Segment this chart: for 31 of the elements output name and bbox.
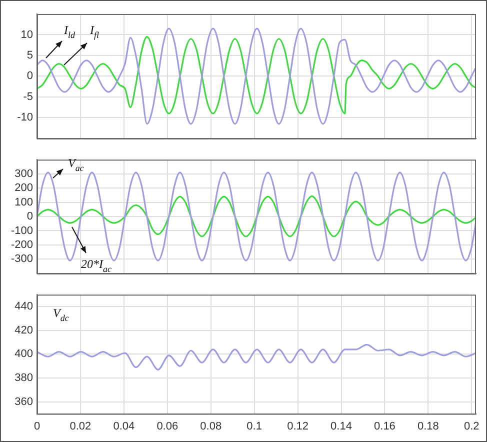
y-tick-label: 420 xyxy=(14,324,33,336)
y-tick-label: 200 xyxy=(14,182,33,194)
y-tick-label: 440 xyxy=(14,300,33,313)
y-tick-label: 400 xyxy=(14,348,33,360)
x-tick-label: 0.1 xyxy=(246,420,262,432)
y-tick-label: 300 xyxy=(14,168,33,180)
x-tick-label: 0.08 xyxy=(200,420,222,432)
line-series xyxy=(37,28,476,125)
x-tick-label: 0.16 xyxy=(374,420,396,432)
y-tick-label: -100 xyxy=(10,224,33,237)
x-tick-label: 0.06 xyxy=(156,420,178,432)
y-tick-label: -10 xyxy=(17,112,33,124)
y-tick-label: -300 xyxy=(10,253,33,266)
x-tick-label: 0.02 xyxy=(70,420,92,432)
line-series xyxy=(37,195,476,238)
y-tick-label: 0 xyxy=(26,70,33,82)
y-tick-label: 0 xyxy=(26,210,33,223)
y-tick-label: 5 xyxy=(26,50,33,62)
y-tick-label: 360 xyxy=(14,396,33,408)
line-series xyxy=(37,172,476,262)
y-tick-label: 100 xyxy=(14,196,33,208)
y-tick-label: 10 xyxy=(20,28,33,41)
x-tick-label: 0.18 xyxy=(417,420,439,432)
x-tick-label: 0.12 xyxy=(287,420,309,432)
x-tick-label: 0.14 xyxy=(330,420,352,432)
y-tick-label: -5 xyxy=(23,90,33,103)
line-series xyxy=(37,344,476,370)
x-tick-label: 0.2 xyxy=(464,420,480,432)
y-tick-label: -200 xyxy=(10,238,33,251)
x-tick-label: 0.04 xyxy=(113,420,135,432)
y-tick-label: 380 xyxy=(14,372,33,384)
